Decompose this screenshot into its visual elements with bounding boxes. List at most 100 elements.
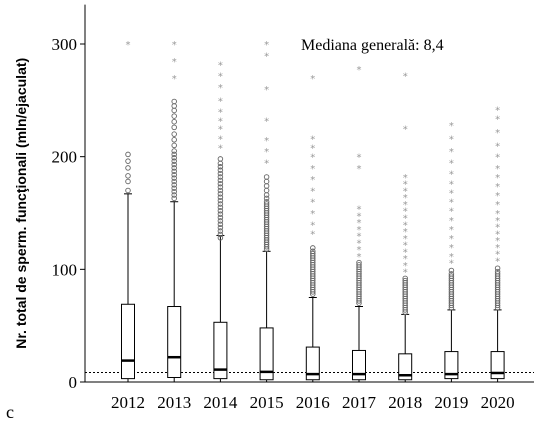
x-tick-label: 2015 [250,393,284,412]
outlier-point [263,178,270,185]
outlier-point [171,171,177,178]
extreme-point: * [218,135,223,146]
outlier-point [217,231,224,238]
x-tick-label: 2016 [296,393,330,412]
outlier-point [171,168,177,175]
extreme-point: * [449,147,454,158]
x-tick-label: 2012 [111,393,145,412]
outlier-point [217,204,224,211]
outlier-point [171,118,177,125]
outlier-point [217,197,224,204]
outlier-point [402,275,408,282]
extreme-point: * [449,158,454,169]
extreme-point: * [357,245,362,256]
extreme-point: * [495,128,500,139]
extreme-point: * [218,108,223,119]
extreme-point: * [495,236,500,247]
extreme-point: * [403,254,408,265]
extreme-point: * [218,117,223,128]
outlier-point [171,161,177,168]
y-tick-label: 300 [52,35,78,54]
outlier-point [217,207,224,214]
outlier-point [171,155,177,161]
extreme-point: * [449,225,454,236]
iqr-box [121,303,135,380]
outlier-point [125,158,131,164]
outlier-point [171,148,177,154]
outlier-point [494,265,501,271]
outlier-point [217,156,224,162]
outlier-point [494,271,501,277]
outlier-point [217,221,224,228]
outlier-point [217,214,224,221]
extreme-point: * [449,259,454,270]
extreme-point: * [264,51,269,62]
outlier-point [310,250,316,257]
outlier-point [263,195,270,202]
box-2012: * [121,40,135,382]
outlier-point [171,195,177,202]
extreme-point: * [449,189,454,200]
outlier-point [217,167,224,173]
y-tick-label: 200 [52,148,78,167]
iqr-box [352,349,366,381]
extreme-point: * [495,243,500,254]
extreme-point: * [403,268,408,279]
extreme-point: * [495,209,500,220]
extreme-point: * [172,74,177,85]
outlier-point [263,183,270,189]
outlier-point [171,113,177,119]
extreme-point: * [403,227,408,238]
outlier-point [263,198,270,205]
extreme-point: * [495,200,500,211]
outlier-point [171,185,177,191]
extreme-point: * [357,225,362,236]
extreme-point: * [264,40,269,51]
extreme-point: * [495,141,500,152]
box-2019: *************** [444,121,459,382]
extreme-point: * [172,40,177,51]
outlier-point [171,178,177,185]
x-tick-label: 2017 [342,393,377,412]
extreme-point: * [403,173,408,184]
outlier-point [263,192,270,198]
extreme-point: * [357,65,362,76]
extreme-point: * [403,234,408,245]
extreme-point: * [310,220,315,231]
outlier-point [125,178,131,185]
extreme-point: * [357,238,362,249]
extreme-point: * [310,135,315,146]
extreme-point: * [495,256,500,267]
extreme-point: * [310,144,315,155]
extreme-point: * [264,117,269,128]
extreme-point: * [126,40,131,51]
outlier-point [448,271,455,277]
outlier-point [217,187,224,194]
extreme-point: * [495,114,500,125]
extreme-point: * [357,218,362,229]
extreme-point: * [310,74,315,85]
extreme-point: * [449,252,454,263]
extreme-point: * [403,180,408,191]
extreme-point: * [495,182,500,193]
x-tick-label: 2014 [203,393,238,412]
extreme-point: * [449,170,454,181]
extreme-point: * [449,234,454,245]
labels-layer: 0 100 200 300 2012 2013 2014 2015 2016 2017 2018 20… [6,35,515,422]
extreme-point: * [310,164,315,175]
box-2015: ******* [259,40,274,382]
outlier-point [217,174,224,180]
outlier-point [448,267,455,274]
overall-median-annotation: Mediana generală: 8,4 [301,37,444,54]
extreme-point: * [357,153,362,164]
extreme-point: * [449,243,454,254]
extreme-point: * [495,229,500,240]
extreme-point: * [495,105,500,116]
y-axis-label: Nr. total de sperm. funcţionali (mln/eja… [13,58,29,349]
outlier-point [217,228,224,234]
extreme-point: * [264,147,269,158]
iqr-box [259,327,274,381]
extreme-point: * [264,136,269,147]
extreme-point: * [495,153,500,164]
